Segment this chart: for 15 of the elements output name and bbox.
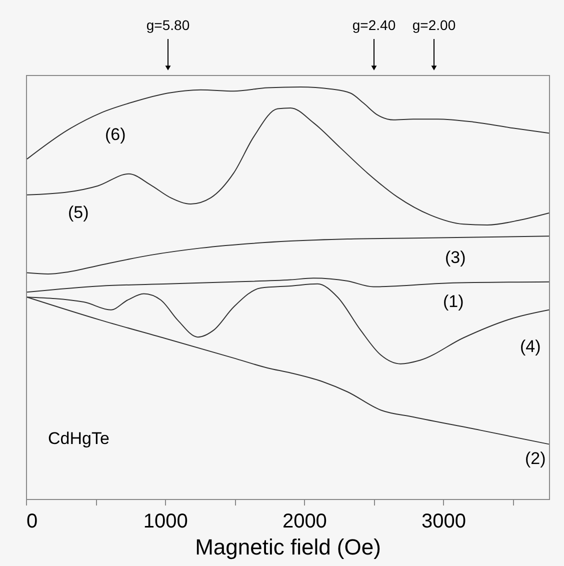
x-tick-label: 1000 xyxy=(143,510,188,532)
x-axis-title: Magnetic field (Oe) xyxy=(195,534,381,560)
text: g=2.40 xyxy=(352,17,396,33)
series-label: (4) xyxy=(520,337,541,356)
annotation: CdHgTe xyxy=(48,429,110,448)
series-label: (2) xyxy=(525,449,546,468)
text: g=5.80 xyxy=(146,17,190,33)
series-label: (1) xyxy=(443,292,464,311)
series-label: (6) xyxy=(105,125,126,144)
x-tick-label: 2000 xyxy=(282,510,327,532)
series-label: (3) xyxy=(445,248,466,267)
x-tick-label: 0 xyxy=(26,510,38,532)
series-label: (5) xyxy=(68,203,89,222)
x-tick-label: 3000 xyxy=(422,510,466,532)
text: g=2.00 xyxy=(412,17,456,33)
